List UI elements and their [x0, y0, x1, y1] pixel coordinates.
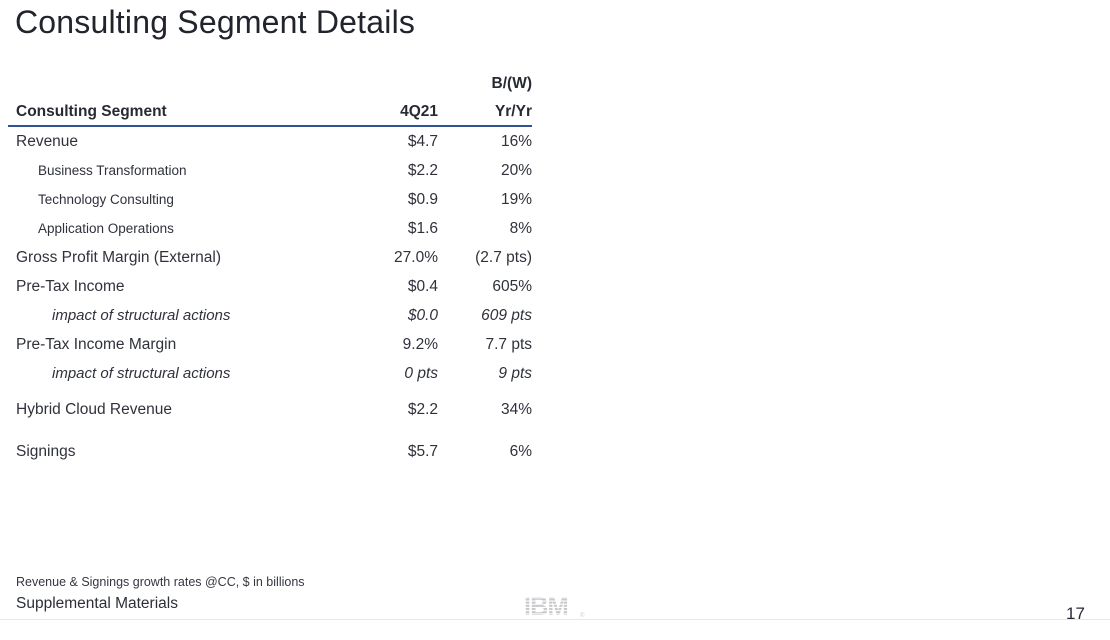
row-label: impact of structural actions [52, 307, 231, 324]
table-row-business-transformation: Business Transformation $2.2 20% [8, 156, 532, 185]
row-label: impact of structural actions [52, 365, 231, 382]
svg-text:IBM: IBM [524, 593, 568, 621]
header-bw-label: B/(W) [491, 74, 532, 92]
footnote-text: Revenue & Signings growth rates @CC, $ i… [16, 575, 305, 589]
row-yryr-value: 19% [500, 190, 532, 208]
row-yryr-value: (2.7 pts) [475, 248, 532, 266]
row-4q21-value: $0.9 [407, 190, 438, 208]
ibm-logo-icon: IBM ® [524, 593, 585, 621]
row-label: Business Transformation [38, 163, 187, 178]
table-row-signings: Signings $5.7 6% [8, 437, 532, 466]
table-row-pretax-income: Pre-Tax Income $0.4 605% [8, 272, 532, 301]
row-label: Gross Profit Margin (External) [16, 248, 221, 266]
header-segment-column: Consulting Segment [16, 102, 167, 120]
table-row-revenue: Revenue $4.7 16% [8, 127, 532, 156]
row-4q21-value: $5.7 [407, 442, 438, 460]
row-label: Signings [16, 442, 76, 460]
row-4q21-value: $0.4 [407, 277, 438, 295]
row-yryr-value: 9 pts [498, 364, 532, 382]
table-row-gross-profit-margin: Gross Profit Margin (External) 27.0% (2.… [8, 243, 532, 272]
row-label: Pre-Tax Income [16, 277, 125, 295]
svg-text:®: ® [580, 612, 585, 619]
table-row-pretax-income-margin: Pre-Tax Income Margin 9.2% 7.7 pts [8, 330, 532, 359]
header-period-column: 4Q21 [400, 102, 438, 120]
row-label: Application Operations [38, 221, 174, 236]
row-4q21-value: $4.7 [407, 132, 438, 150]
row-label: Pre-Tax Income Margin [16, 335, 177, 353]
table-row-technology-consulting: Technology Consulting $0.9 19% [8, 185, 532, 214]
consulting-segment-table: B/(W) Consulting Segment 4Q21 Yr/Yr Reve… [8, 69, 532, 466]
row-4q21-value: $0.0 [407, 306, 438, 324]
row-yryr-value: 8% [509, 219, 532, 237]
table-row-structural-actions-margin: impact of structural actions 0 pts 9 pts [8, 359, 532, 388]
page-title: Consulting Segment Details [15, 4, 416, 40]
row-label: Hybrid Cloud Revenue [16, 400, 172, 418]
row-yryr-value: 34% [500, 400, 532, 418]
row-4q21-value: 9.2% [402, 335, 438, 353]
row-4q21-value: 0 pts [404, 364, 438, 382]
page-number: 17 [1066, 604, 1085, 623]
header-yoy-column: Yr/Yr [494, 102, 532, 120]
table-row-application-operations: Application Operations $1.6 8% [8, 214, 532, 243]
row-yryr-value: 6% [509, 442, 532, 460]
table-header-row: Consulting Segment 4Q21 Yr/Yr [8, 98, 532, 127]
row-yryr-value: 605% [492, 277, 532, 295]
table-header-row-top: B/(W) [8, 69, 532, 98]
table-row-structural-actions-income: impact of structural actions $0.0 609 pt… [8, 301, 532, 330]
row-4q21-value: $2.2 [407, 400, 438, 418]
table-row-hybrid-cloud-revenue: Hybrid Cloud Revenue $2.2 34% [8, 395, 532, 424]
slide-bottom-edge [0, 619, 1110, 620]
supplemental-materials-label: Supplemental Materials [16, 595, 178, 612]
row-yryr-value: 16% [500, 132, 532, 150]
row-label: Technology Consulting [38, 192, 174, 207]
row-4q21-value: $1.6 [407, 219, 438, 237]
row-yryr-value: 609 pts [481, 306, 532, 324]
row-yryr-value: 7.7 pts [485, 335, 532, 353]
row-4q21-value: 27.0% [394, 248, 438, 266]
row-label: Revenue [16, 132, 79, 150]
row-4q21-value: $2.2 [407, 161, 438, 179]
row-yryr-value: 20% [500, 161, 532, 179]
